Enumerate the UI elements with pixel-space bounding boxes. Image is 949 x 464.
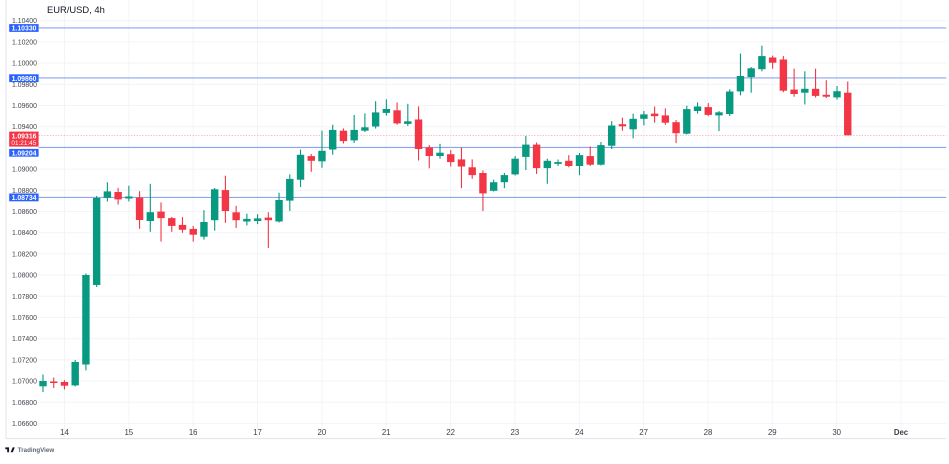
svg-text:15: 15 (124, 428, 133, 437)
svg-text:1.10330: 1.10330 (12, 26, 37, 33)
svg-text:1.09316: 1.09316 (12, 133, 37, 140)
svg-text:1.09000: 1.09000 (12, 167, 37, 174)
svg-text:1.09860: 1.09860 (12, 76, 37, 83)
svg-text:22: 22 (446, 428, 455, 437)
svg-text:29: 29 (768, 428, 777, 437)
svg-text:01:21:45: 01:21:45 (11, 140, 36, 147)
svg-text:23: 23 (511, 428, 520, 437)
svg-text:17: 17 (253, 428, 262, 437)
svg-text:1.08400: 1.08400 (12, 230, 37, 237)
svg-text:EUR/USD, 4h: EUR/USD, 4h (47, 4, 105, 15)
svg-text:27: 27 (639, 428, 648, 437)
svg-text:Dec: Dec (894, 428, 909, 437)
svg-text:1.07200: 1.07200 (12, 357, 37, 364)
svg-text:1.06800: 1.06800 (12, 400, 37, 407)
svg-text:1.09600: 1.09600 (12, 103, 37, 110)
svg-text:1.08200: 1.08200 (12, 251, 37, 258)
svg-text:1.08600: 1.08600 (12, 209, 37, 216)
svg-text:1.08800: 1.08800 (12, 188, 37, 195)
svg-text:1.09204: 1.09204 (12, 150, 37, 157)
svg-text:20: 20 (318, 428, 327, 437)
svg-text:14: 14 (60, 428, 69, 437)
svg-text:1.07600: 1.07600 (12, 315, 37, 322)
svg-text:1.10000: 1.10000 (12, 61, 37, 68)
svg-text:1.10200: 1.10200 (12, 39, 37, 46)
svg-text:1.07800: 1.07800 (12, 294, 37, 301)
svg-text:1.09400: 1.09400 (12, 124, 37, 131)
svg-text:28: 28 (704, 428, 713, 437)
svg-text:21: 21 (382, 428, 391, 437)
svg-text:1.07400: 1.07400 (12, 336, 37, 343)
svg-text:TradingView: TradingView (18, 447, 55, 454)
svg-text:24: 24 (575, 428, 584, 437)
svg-text:1.08000: 1.08000 (12, 273, 37, 280)
svg-text:1.08734: 1.08734 (12, 195, 37, 202)
svg-text:1.10400: 1.10400 (12, 18, 37, 25)
svg-text:1.09800: 1.09800 (12, 82, 37, 89)
svg-text:30: 30 (832, 428, 841, 437)
svg-text:1.07000: 1.07000 (12, 379, 37, 386)
svg-text:16: 16 (189, 428, 198, 437)
svg-text:1.06600: 1.06600 (12, 421, 37, 428)
